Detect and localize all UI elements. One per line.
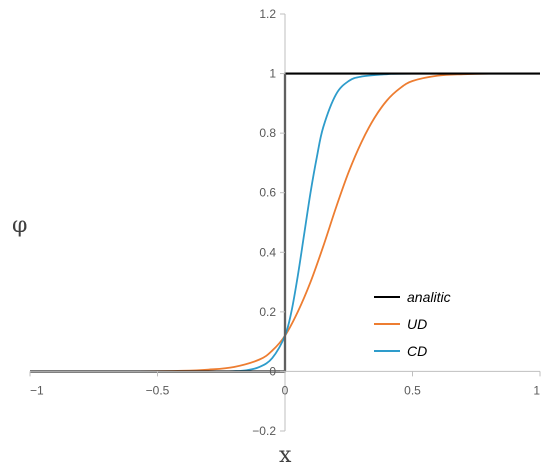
x-tick-label: 1: [533, 383, 540, 397]
x-tick-label: −1: [30, 383, 44, 397]
y-tick-label: 0.4: [259, 245, 276, 259]
y-axis-label: φ: [12, 213, 27, 238]
y-tick-label: −0.2: [252, 424, 276, 438]
y-tick-label: 0.6: [259, 186, 276, 200]
y-tick-label: 0.8: [259, 126, 276, 140]
y-tick-label: 0.2: [259, 305, 276, 319]
x-tick-label: 0.5: [404, 383, 421, 397]
y-tick-label: 0: [269, 364, 276, 378]
legend: analitic UD CD: [374, 289, 451, 359]
y-tick-label: 1: [269, 67, 276, 81]
axis-layer: [30, 14, 540, 431]
series-line-ud: [29, 72, 541, 373]
y-tick-label: 1.2: [259, 7, 276, 21]
x-tick-label: 0: [282, 383, 289, 397]
ticks-layer: −1 −0.5 0 0.5 1 −0.2 0 0.2 0.4 0.6 0.8 1 1.2: [29, 7, 541, 438]
legend-label-cd: CD: [407, 343, 427, 359]
x-tick-label: −0.5: [146, 383, 170, 397]
x-axis-label: x: [279, 443, 292, 468]
legend-label-analitic: analitic: [407, 289, 451, 305]
legend-label-ud: UD: [407, 316, 427, 332]
